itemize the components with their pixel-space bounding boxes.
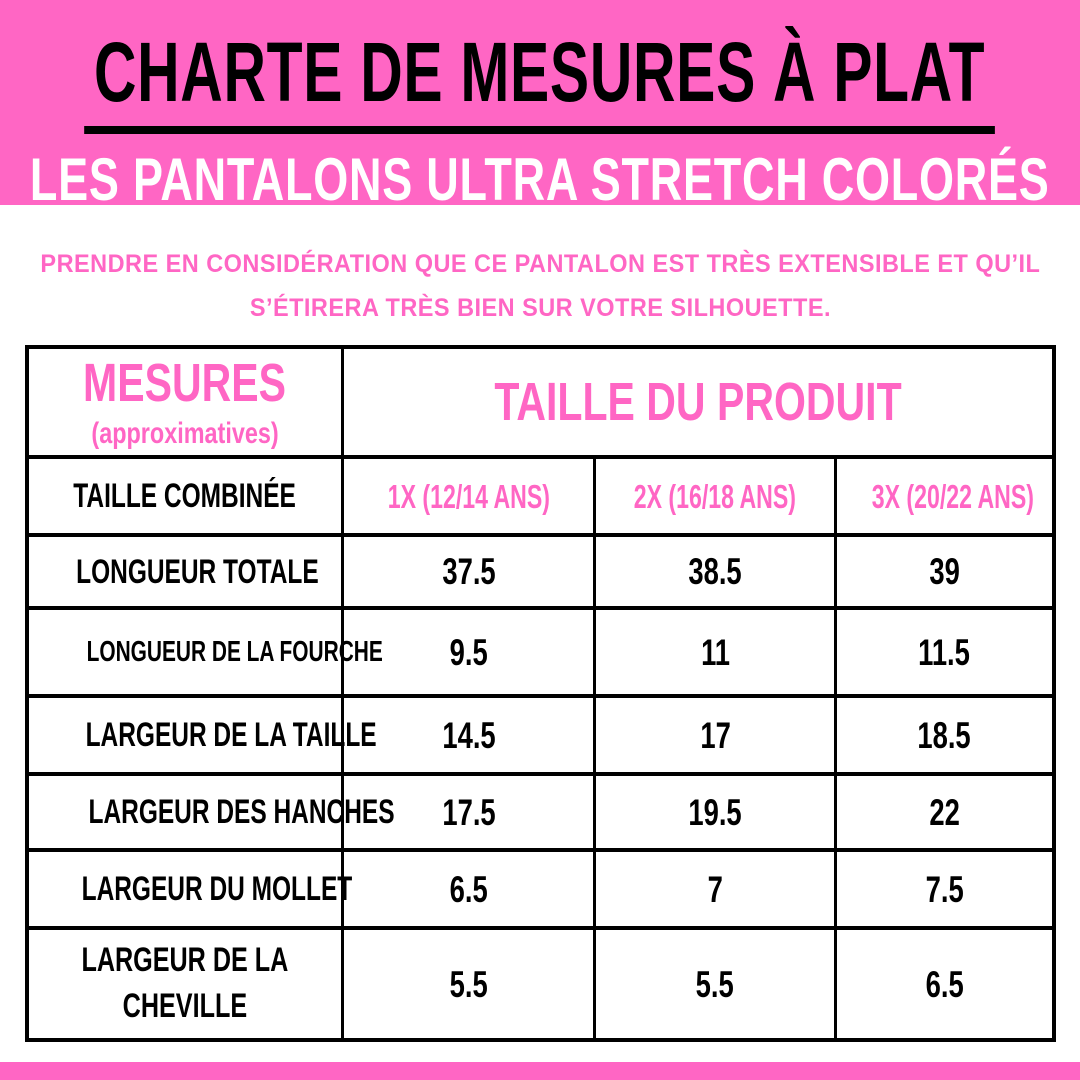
page-title-text: CHARTE DE MESURES À PLAT (84, 30, 996, 134)
value: 22 (929, 791, 960, 833)
page-title: CHARTE DE MESURES À PLAT (0, 30, 1080, 134)
combined-size-cell: TAILLE COMBINÉE (25, 455, 344, 537)
size-3x-cell: 3X (20/22 ANS) (833, 455, 1056, 537)
combined-size-label: TAILLE COMBINÉE (73, 477, 297, 515)
table-row: LARGEUR DU MOLLET 6.5 7 7.5 (25, 848, 1056, 930)
measures-header-label: MESURES (83, 352, 287, 413)
table-row: LARGEUR DE LA CHEVILLE 5.5 5.5 6.5 (25, 926, 1056, 1042)
size-2x-label: 2X (16/18 ANS) (633, 477, 797, 515)
value: 7.5 (925, 868, 964, 910)
row-label-cell: LARGEUR DE LA CHEVILLE (25, 926, 344, 1042)
product-size-header-label: TAILLE DU PRODUIT (494, 372, 902, 432)
size-2x-cell: 2X (16/18 ANS) (593, 455, 837, 537)
value: 17.5 (441, 791, 496, 833)
value: 18.5 (917, 714, 972, 756)
row-label-cell: LARGEUR DE LA TAILLE (25, 694, 377, 776)
row-label: LARGEUR DU MOLLET (81, 870, 353, 908)
value: 38.5 (688, 551, 742, 592)
value: 14.5 (441, 714, 496, 756)
value-cell: 7 (593, 848, 837, 930)
value-cell: 6.5 (833, 926, 1056, 1042)
value: 6.5 (449, 868, 488, 910)
value: 5.5 (696, 963, 735, 1005)
value: 11 (700, 631, 730, 673)
value: 5.5 (449, 963, 488, 1005)
row-label: LONGUEUR TOTALE (76, 552, 319, 591)
value-cell: 37.5 (340, 533, 597, 610)
value-cell: 5.5 (340, 926, 597, 1042)
measurements-table: MESURES (approximatives) TAILLE DU PRODU… (25, 345, 1056, 1042)
row-label: LONGUEUR DE LA FOURCHE (86, 635, 383, 668)
value-cell: 6.5 (340, 848, 597, 930)
table-row: LONGUEUR DE LA FOURCHE 9.5 11 11.5 (25, 606, 1056, 698)
value-cell: 19.5 (593, 772, 837, 852)
size-header-row: TAILLE COMBINÉE 1X (12/14 ANS) 2X (16/18… (25, 455, 1056, 537)
size-3x-label: 3X (20/22 ANS) (871, 477, 1034, 515)
value: 7 (707, 868, 723, 910)
bottom-accent-bar (0, 1062, 1080, 1080)
size-1x-cell: 1X (12/14 ANS) (340, 455, 597, 537)
product-size-header-cell: TAILLE DU PRODUIT (340, 345, 1056, 459)
table-row: LARGEUR DE LA TAILLE 14.5 17 18.5 (25, 694, 1056, 776)
value-cell: 14.5 (340, 694, 597, 776)
value-cell: 39 (833, 533, 1056, 610)
value-cell: 17 (593, 694, 837, 776)
value: 19.5 (688, 791, 742, 833)
value-cell: 11.5 (833, 606, 1056, 698)
size-1x-label: 1X (12/14 ANS) (387, 477, 550, 515)
page-subtitle-text: LES PANTALONS ULTRA STRETCH COLORÉS (30, 146, 1050, 213)
row-label: LARGEUR DES HANCHES (88, 793, 395, 831)
row-label-cell: LARGEUR DU MOLLET (25, 848, 352, 930)
value-cell: 17.5 (340, 772, 597, 852)
value-cell: 7.5 (833, 848, 1056, 930)
measures-header-sublabel: (approximatives) (91, 416, 279, 450)
stretch-note-text: PRENDRE EN CONSIDÉRATION QUE CE PANTALON… (40, 250, 1040, 322)
table-row: LONGUEUR TOTALE 37.5 38.5 39 (25, 533, 1056, 610)
measures-header-cell: MESURES (approximatives) (25, 345, 344, 459)
value: 9.5 (449, 631, 488, 673)
value-cell: 38.5 (593, 533, 837, 610)
value: 6.5 (925, 963, 964, 1005)
value-cell: 5.5 (593, 926, 837, 1042)
value-cell: 18.5 (833, 694, 1056, 776)
page-subtitle: LES PANTALONS ULTRA STRETCH COLORÉS (0, 150, 1080, 210)
value-cell: 11 (593, 606, 837, 698)
value: 11.5 (918, 631, 971, 673)
table-header-row: MESURES (approximatives) TAILLE DU PRODU… (25, 345, 1056, 459)
row-label-cell: LONGUEUR TOTALE (25, 533, 344, 610)
value-cell: 22 (833, 772, 1056, 852)
table-row: LARGEUR DES HANCHES 17.5 19.5 22 (25, 772, 1056, 852)
row-label: LARGEUR DE LA TAILLE (85, 716, 377, 754)
row-label-cell: LARGEUR DES HANCHES (25, 772, 395, 852)
row-label: LARGEUR DE LA CHEVILLE (81, 941, 289, 1025)
value: 37.5 (441, 551, 496, 592)
value-cell: 9.5 (340, 606, 597, 698)
row-label-cell: LONGUEUR DE LA FOURCHE (25, 606, 383, 698)
value: 17 (699, 714, 731, 756)
stretch-note: PRENDRE EN CONSIDÉRATION QUE CE PANTALON… (0, 243, 1080, 331)
header-banner: CHARTE DE MESURES À PLAT LES PANTALONS U… (0, 0, 1080, 210)
value: 39 (929, 551, 960, 592)
